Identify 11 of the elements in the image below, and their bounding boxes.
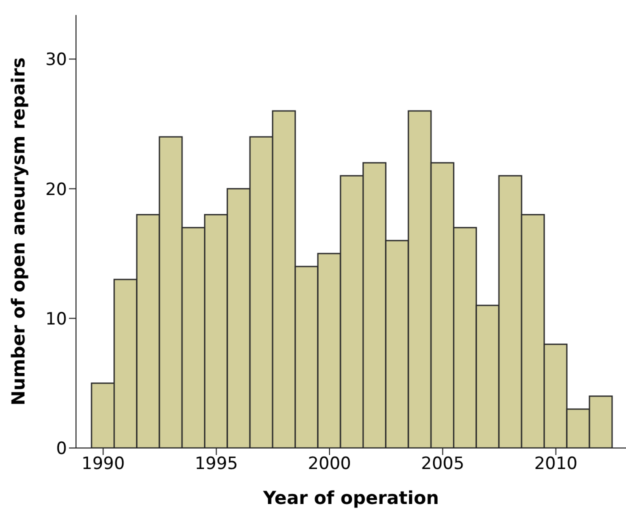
x-axis-title: Year of operation [262,488,439,509]
y-tick-label: 10 [45,309,67,330]
y-axis-title: Number of open aneurysm repairs [8,57,30,406]
x-tick-label: 1990 [82,454,125,474]
y-tick-label: 20 [45,180,67,200]
y-tick-label: 30 [45,50,67,70]
x-tick-label: 2010 [534,454,578,474]
x-tick-label: 1995 [194,454,238,474]
x-tick-label: 2005 [421,454,464,474]
y-tick-label: 0 [56,439,67,460]
x-tick-label: 2000 [308,454,352,474]
